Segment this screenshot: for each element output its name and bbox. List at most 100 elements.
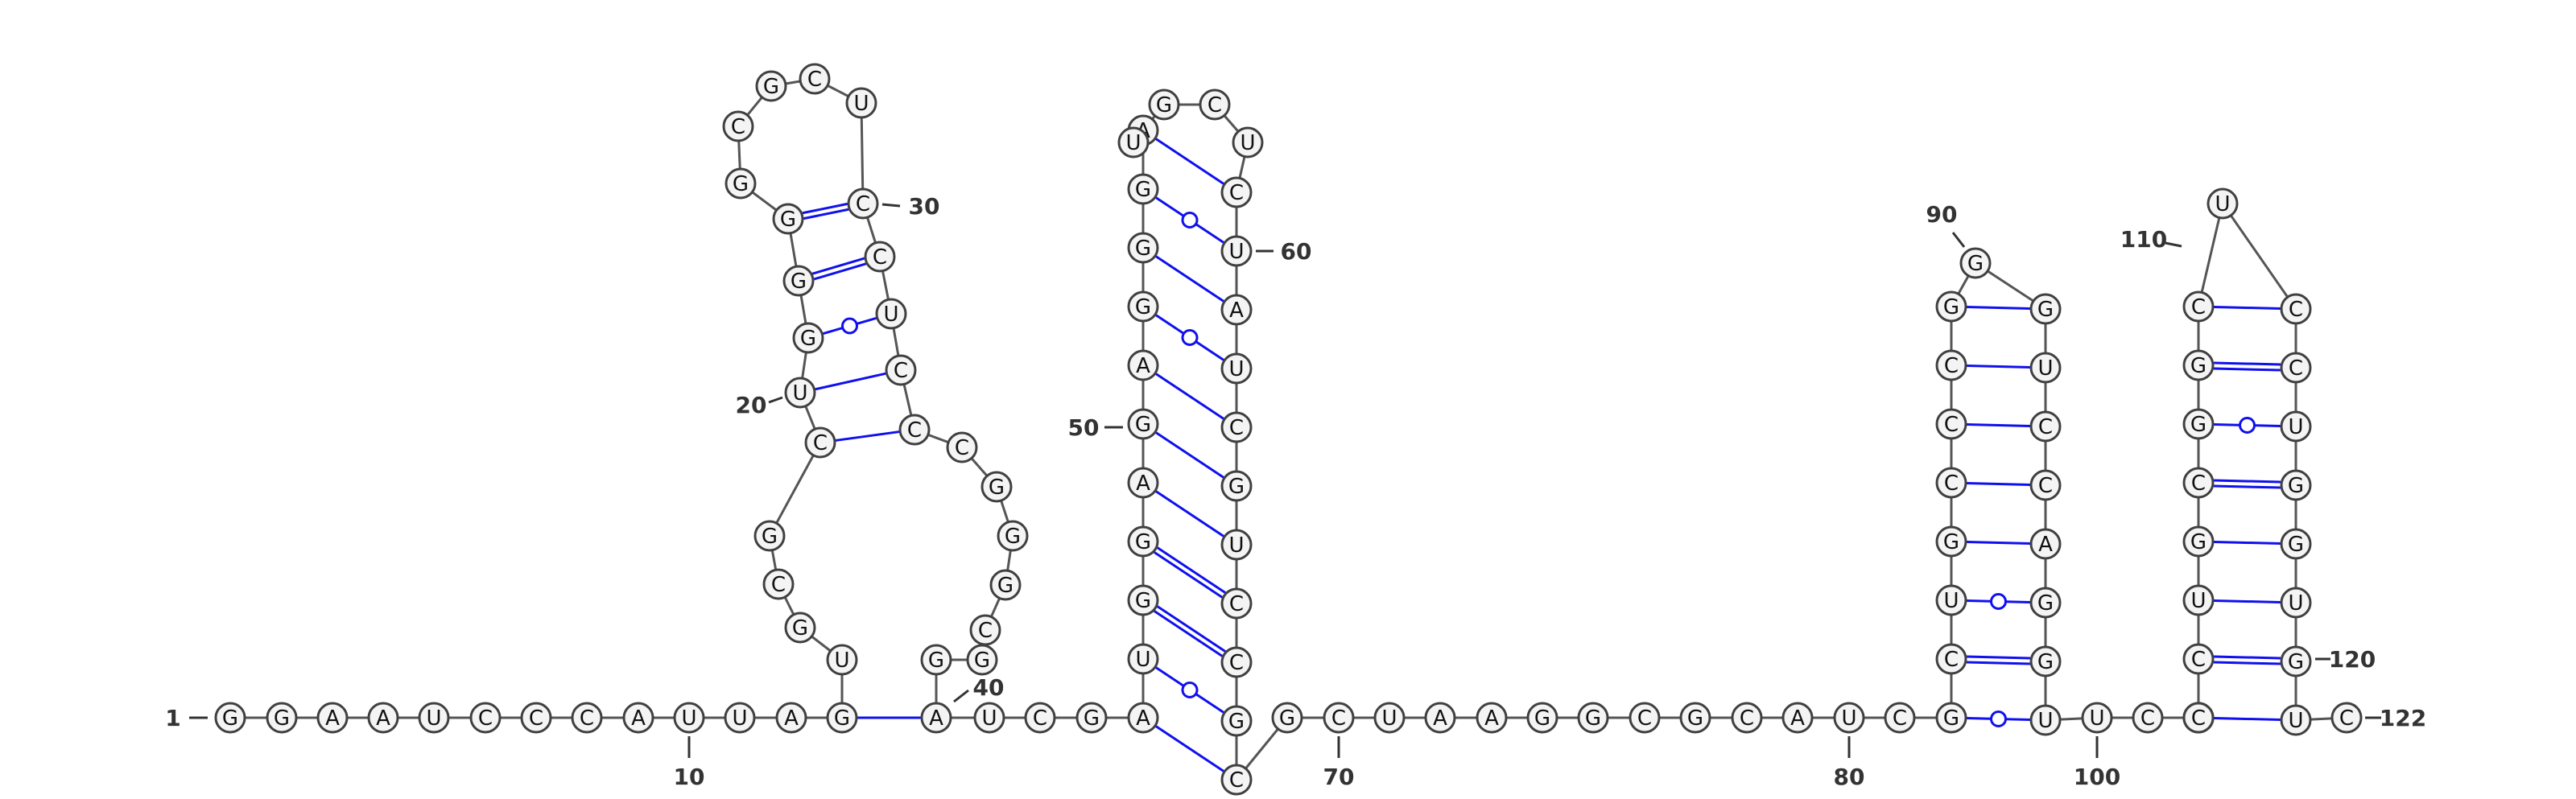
nucleotide-16: C: [762, 568, 795, 600]
nucleotide-52: G: [1127, 232, 1159, 264]
nucleotide-letter: G: [2190, 354, 2207, 378]
nucleotide-letter: U: [1228, 240, 1244, 264]
nucleotide-111: G: [2182, 349, 2215, 381]
nucleotide-circle: [1935, 525, 1967, 558]
nucleotide-letter: A: [325, 706, 340, 731]
nucleotide-letter: C: [907, 418, 922, 443]
nucleotide-119: U: [2280, 587, 2312, 619]
au-pair-bond: [2213, 305, 2281, 311]
nucleotide-circle: [2029, 469, 2062, 501]
nucleotide-letter: G: [1943, 295, 1959, 319]
nucleotide-letter: G: [974, 649, 990, 673]
nucleotide-circle: [1075, 702, 1108, 734]
nucleotide-21: G: [782, 265, 815, 297]
nucleotide-letter: C: [1740, 706, 1754, 731]
nucleotide-116: U: [2280, 410, 2312, 443]
nucleotide-letter: U: [1228, 357, 1244, 381]
au-pair-bond: [1966, 540, 2031, 546]
nucleotide-33: C: [946, 431, 978, 463]
nucleotide-11: U: [724, 702, 756, 734]
nucleotide-letter: C: [978, 619, 993, 643]
nucleotide-circle: [1833, 702, 1865, 734]
nucleotide-letter: U: [1228, 533, 1244, 558]
nucleotide-letter: U: [2288, 415, 2303, 439]
nucleotide-circle: [920, 644, 952, 676]
nucleotide-circle: [1424, 702, 1456, 734]
nucleotide-55: U: [1117, 126, 1150, 159]
nucleotide-letter: G: [928, 649, 944, 673]
nucleotide-78: G: [1679, 702, 1711, 734]
nucleotide-circle: [1959, 247, 1992, 279]
nucleotide-circle: [2182, 349, 2215, 381]
nucleotide-circle: [1629, 702, 1661, 734]
nucleotide-letter: A: [1136, 706, 1150, 731]
nucleotide-circle: [1127, 290, 1159, 323]
nucleotide-37: C: [969, 614, 1001, 646]
nucleotide-letter: A: [376, 706, 390, 731]
gu-wobble-marker: [1181, 212, 1199, 229]
nucleotide-letter: G: [2190, 413, 2207, 437]
nucleotide-circle: [2207, 187, 2239, 220]
nucleotide-113: U: [2207, 187, 2239, 220]
nucleotide-circle: [1373, 702, 1406, 734]
gc-pair-bond: [1154, 551, 1224, 599]
nucleotide-13: G: [826, 702, 858, 734]
nucleotide-letter: G: [1943, 706, 1959, 731]
nucleotide-circle: [1220, 352, 1253, 385]
nucleotide-letter: U: [834, 649, 849, 673]
position-label-120: 120: [2329, 646, 2376, 673]
nucleotide-112: C: [2182, 290, 2215, 323]
nucleotide-letter: U: [2215, 192, 2230, 216]
nucleotide-letter: C: [1944, 648, 1959, 672]
nucleotide-circle: [966, 644, 998, 676]
nucleotide-circle: [1199, 89, 1231, 121]
au-pair-bond: [1155, 138, 1224, 185]
nucleotide-circle: [1679, 702, 1711, 734]
nucleotide-letter: C: [478, 706, 493, 731]
nucleotide-letter: C: [856, 192, 870, 216]
au-pair-bond: [1155, 255, 1224, 303]
position-tick: [1951, 232, 1966, 248]
nucleotide-letter: G: [1967, 252, 1984, 276]
nucleotide-79: C: [1731, 702, 1763, 734]
nucleotide-97: G: [2029, 587, 2062, 619]
nucleotide-120: G: [2280, 645, 2312, 678]
nucleotide-63: C: [1220, 411, 1253, 443]
nucleotide-17: G: [753, 520, 786, 552]
nucleotide-107: U: [2182, 584, 2215, 616]
nucleotide-letter: U: [981, 706, 997, 731]
position-label-30: 30: [909, 193, 940, 220]
nucleotide-circle: [1127, 584, 1159, 616]
position-label-10: 10: [674, 764, 705, 790]
nucleotide-letter: U: [1943, 589, 1959, 613]
position-label-110: 110: [2120, 226, 2167, 253]
nucleotide-circle: [1220, 470, 1253, 502]
nucleotide-letter: U: [2037, 356, 2053, 381]
nucleotide-circle: [1127, 232, 1159, 264]
nucleotide-circle: [2029, 704, 2062, 736]
gu-wobble-marker: [1181, 329, 1199, 346]
nucleotide-letter: C: [2289, 298, 2303, 322]
nucleotide-92: G: [2029, 293, 2062, 325]
nucleotide-letter: G: [2037, 298, 2054, 322]
nucleotide-letter: U: [1125, 131, 1141, 155]
nucleotide-letter: U: [1841, 706, 1856, 731]
nucleotide-19: U: [784, 377, 816, 409]
nucleotide-circle: [2029, 410, 2062, 443]
au-pair-bond: [835, 430, 900, 442]
position-label-50: 50: [1068, 414, 1100, 441]
nucleotide-circle: [1323, 702, 1355, 734]
nucleotide-circle: [1024, 702, 1056, 734]
nucleotide-circle: [1220, 411, 1253, 443]
nucleotide-letter: A: [784, 706, 799, 731]
nucleotide-12: A: [775, 702, 807, 734]
nucleotide-circle: [2029, 645, 2062, 678]
nucleotide-letter: A: [2038, 533, 2053, 557]
au-pair-bond: [1155, 431, 1224, 479]
nucleotide-circle: [2330, 702, 2363, 734]
position-label-60: 60: [1281, 238, 1312, 265]
nucleotide-letter: A: [631, 706, 646, 731]
nucleotide-circle: [2280, 410, 2312, 443]
gc-pair-bond: [1156, 546, 1226, 594]
